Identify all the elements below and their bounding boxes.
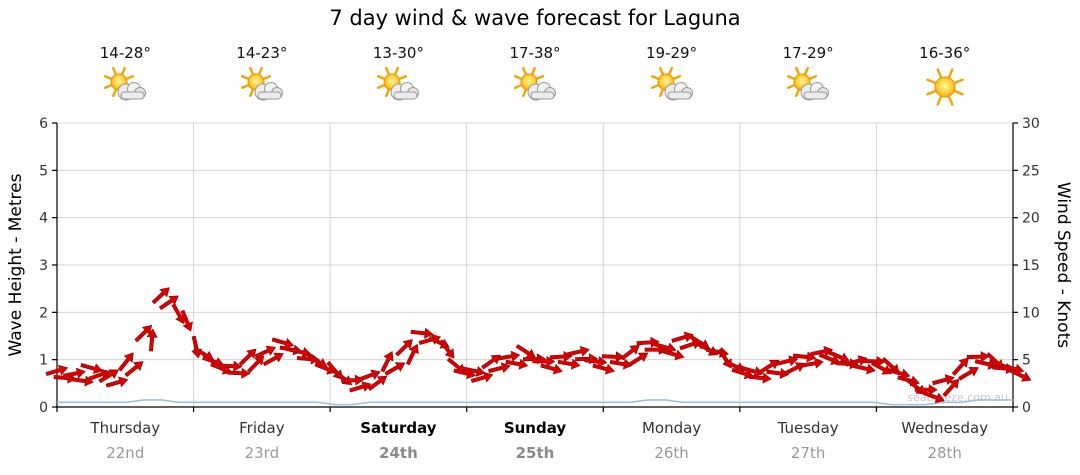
day-date-label: 23rd (244, 444, 280, 462)
day-date-label: 27th (790, 444, 826, 462)
day-name-label: Wednesday (901, 419, 989, 437)
day-date-label: 25th (515, 444, 555, 462)
sun-cloud-icon (648, 66, 696, 116)
day-temp: 19-29° (646, 44, 698, 62)
tick-label: 1 (39, 353, 48, 369)
day-date-label: 28th (927, 444, 962, 462)
sun-icon (921, 66, 969, 116)
tick-label: 3 (39, 258, 48, 274)
day-temp: 17-38° (509, 44, 561, 62)
day-temp: 14-23° (236, 44, 288, 62)
page-title: 7 day wind & wave forecast for Laguna (329, 6, 741, 30)
tick-label: 20 (1022, 211, 1040, 227)
day-date-label: 24th (379, 444, 418, 462)
day-temp: 13-30° (372, 44, 424, 62)
day-date-label: 26th (654, 444, 689, 462)
day-date-label: 22nd (106, 444, 145, 462)
tick-label: 15 (1022, 258, 1040, 274)
tick-label: 6 (39, 116, 48, 132)
day-temp: 17-29° (782, 44, 834, 62)
day-name-label: Saturday (360, 419, 437, 437)
day-name-label: Tuesday (777, 419, 839, 437)
tick-label: 25 (1022, 163, 1040, 179)
sun-cloud-icon (101, 66, 149, 116)
tick-label: 4 (39, 211, 48, 227)
day-temp: 14-28° (99, 44, 151, 62)
tick-label: 5 (1022, 353, 1031, 369)
sun-cloud-icon (238, 66, 286, 116)
tick-label: 10 (1022, 305, 1040, 321)
sun-cloud-icon (784, 66, 832, 116)
tick-label: 5 (39, 163, 48, 179)
sun-cloud-icon (374, 66, 422, 116)
tick-label: 0 (1022, 400, 1031, 416)
wind-arrows-series (45, 287, 1032, 403)
tick-label: 2 (39, 305, 48, 321)
day-name-label: Sunday (503, 419, 567, 437)
tick-label: 0 (39, 400, 48, 416)
day-name-label: Thursday (90, 419, 161, 437)
day-name-label: Friday (239, 419, 285, 437)
day-name-label: Monday (641, 419, 702, 437)
wave-height-series (57, 399, 1013, 406)
tick-label: 30 (1022, 116, 1040, 132)
sun-cloud-icon (511, 66, 559, 116)
day-temp: 16-36° (919, 44, 971, 62)
